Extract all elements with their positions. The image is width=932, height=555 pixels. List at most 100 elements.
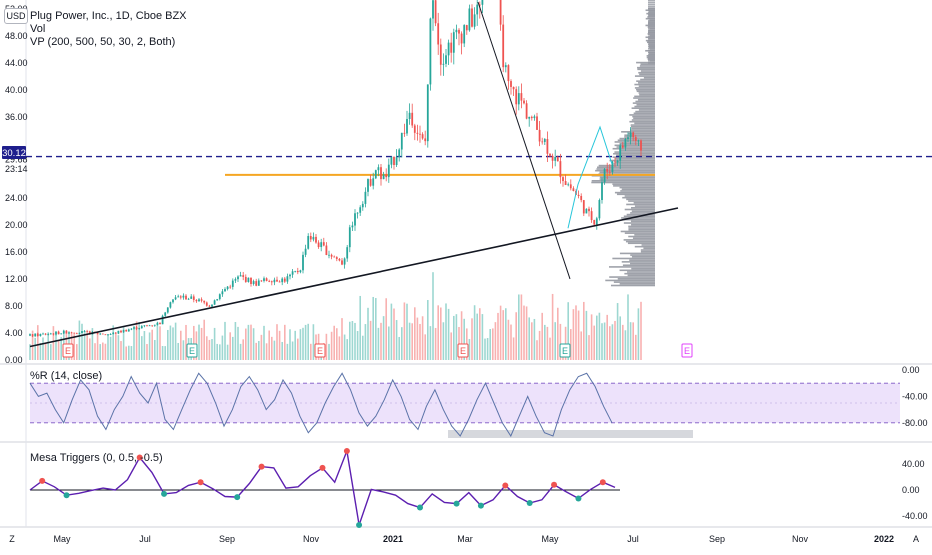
candle-body <box>239 275 242 277</box>
candle-body <box>499 0 502 25</box>
symbol-title[interactable]: Plug Power, Inc., 1D, Cboe BZX <box>30 10 187 22</box>
volume-profile-bar <box>621 261 655 263</box>
trendlines[interactable] <box>29 1 679 348</box>
candle-body <box>130 328 133 330</box>
candle-body <box>75 333 78 335</box>
earnings-marker[interactable]: E <box>186 343 198 358</box>
earnings-marker-label: E <box>460 346 466 356</box>
volume-bar <box>164 346 166 360</box>
candle-body <box>133 327 135 329</box>
mesa-peak-dot <box>319 464 326 471</box>
time-axis-label: Jul <box>627 534 639 544</box>
volume-bar <box>385 298 387 360</box>
earnings-marker[interactable]: E <box>559 343 571 358</box>
candle-body <box>296 270 299 273</box>
volume-profile-bar <box>630 129 655 131</box>
volume-profile-bar <box>633 117 655 120</box>
volume-bar <box>143 331 146 360</box>
currency-badge[interactable]: USD <box>4 8 28 24</box>
time-axis-label[interactable]: 2021 <box>383 534 403 544</box>
volume-bar <box>83 331 86 360</box>
volume-bar <box>338 336 341 360</box>
volume-bar <box>273 340 276 360</box>
volume-bar <box>159 326 161 360</box>
volume-profile-bar <box>634 245 655 248</box>
volume-bar <box>393 308 395 360</box>
candle-body <box>595 218 598 225</box>
candle-body <box>70 332 73 334</box>
volume-bar <box>141 336 143 360</box>
volume-profile-bar <box>624 272 655 275</box>
volume-profile-bar <box>624 232 655 234</box>
volume-bar <box>138 322 140 360</box>
volume-bar <box>382 316 385 360</box>
candle-body <box>549 153 551 156</box>
volume-bar <box>211 339 213 360</box>
candle-body <box>562 177 564 182</box>
earnings-marker-label: E <box>317 346 323 356</box>
volume-bar <box>481 314 484 360</box>
candle-body <box>374 170 377 179</box>
candle-body <box>507 65 510 82</box>
mesa-triggers-pane[interactable]: 40.00 0.00 -40.00 <box>29 448 928 528</box>
volume-profile-bar <box>627 242 655 245</box>
channel-line[interactable] <box>567 125 613 229</box>
candle-body <box>172 299 174 303</box>
williams-r-legend[interactable]: %R (14, close) <box>30 370 103 382</box>
mesa-triggers-legend[interactable]: Mesa Triggers (0, 0.5, -0.5) <box>30 452 163 464</box>
volume-profile-legend[interactable]: VP (200, 500, 50, 30, 2, Both) <box>30 36 176 48</box>
candle-body <box>226 286 229 290</box>
volume-legend[interactable]: Vol <box>30 23 46 35</box>
williams-r-pane[interactable]: 0.00 -40.00 -80.00 <box>29 365 928 438</box>
volume-bar <box>115 334 117 360</box>
mesa-peak-dot <box>197 479 204 486</box>
volume-bar <box>297 338 299 360</box>
candle-body <box>242 275 245 277</box>
earnings-marker-label: E <box>189 346 195 356</box>
candle-body <box>260 280 263 282</box>
mesa-peak-dot <box>39 477 46 484</box>
candle-body <box>640 140 642 151</box>
volume-profile-bar <box>648 48 655 50</box>
candle-body <box>403 132 406 134</box>
time-axis[interactable]: Z May Jul Sep Nov 2021 Mar May Jul Sep Nov 2022 A <box>9 534 919 544</box>
earnings-marker[interactable]: E <box>681 343 693 358</box>
ascending-trendline[interactable] <box>29 207 679 348</box>
candle-body <box>286 276 289 282</box>
candle-body <box>86 330 89 332</box>
volume-profile-bar <box>614 191 655 194</box>
volume-bar <box>226 344 229 360</box>
volume-bar <box>525 306 528 360</box>
candle-body <box>185 295 187 300</box>
volume-bar <box>42 337 44 360</box>
volume-profile-bar <box>597 166 655 169</box>
earnings-marker[interactable]: E <box>457 343 469 358</box>
candle-body <box>161 315 164 325</box>
price-tick-label: 4.00 <box>5 328 23 338</box>
volume-bar <box>172 327 174 360</box>
volume-profile-bar <box>623 222 655 224</box>
candle-body <box>99 333 102 335</box>
mesa-peak-dot <box>258 463 265 470</box>
candle-body <box>614 161 616 163</box>
volume-profile-bar <box>628 200 655 202</box>
candle-body <box>317 242 320 248</box>
volume-bar <box>520 294 523 360</box>
earnings-marker[interactable]: E <box>314 343 326 358</box>
volume-bar <box>611 324 614 360</box>
descending-trendline[interactable] <box>477 1 571 280</box>
candle-body <box>608 171 611 173</box>
volume-profile-bar <box>622 218 655 221</box>
candle-body <box>140 326 143 329</box>
volume-profile-bar <box>648 6 655 8</box>
earnings-marker[interactable]: E <box>62 343 74 358</box>
volume-bar <box>476 313 478 360</box>
volume-bar <box>73 334 75 360</box>
volume-profile-bar <box>630 262 655 265</box>
time-axis-label[interactable]: 2022 <box>874 534 894 544</box>
volume-bar <box>265 343 268 360</box>
volume-profile-bar <box>648 58 655 60</box>
